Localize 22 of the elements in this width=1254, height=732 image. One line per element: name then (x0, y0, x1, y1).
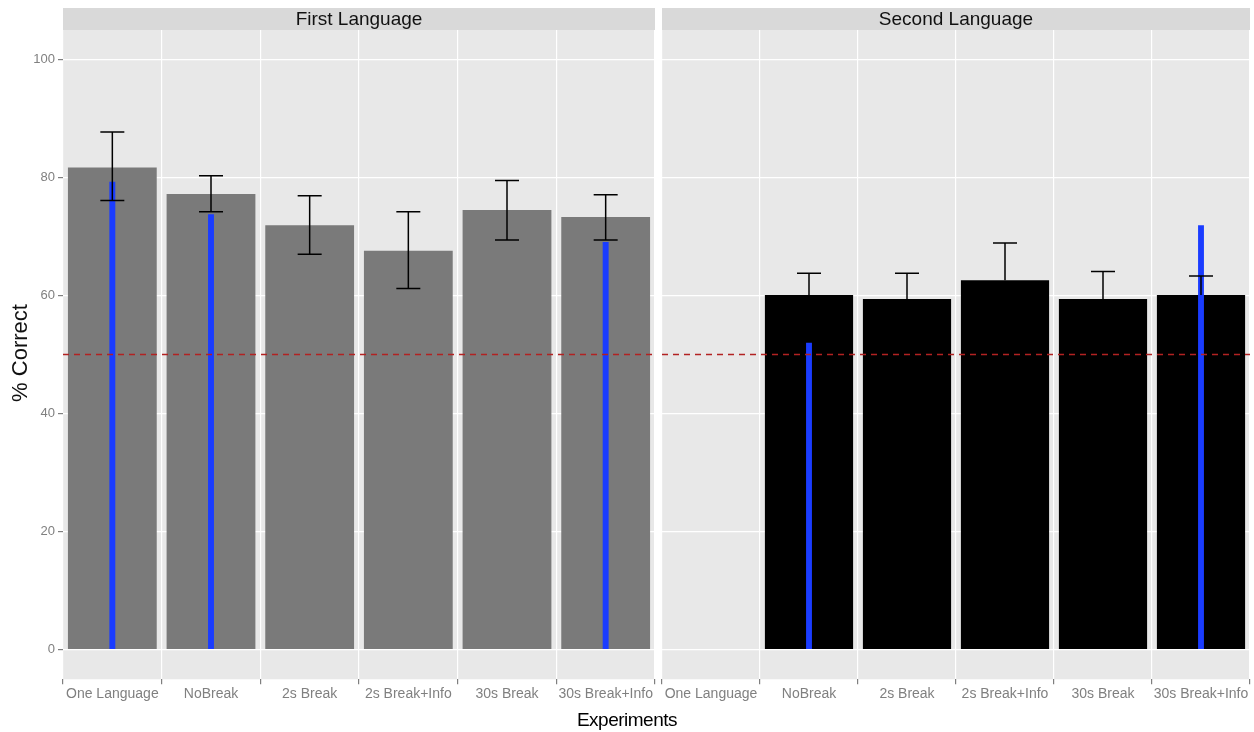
x-tick-label: NoBreak (183, 685, 240, 702)
x-axis-title: Experiments (575, 709, 679, 731)
y-axis-title: % Correct (7, 303, 33, 404)
chart-title: First Language (63, 8, 655, 30)
x-tick-label: One Language (66, 685, 159, 702)
y-tick-label: 100 (33, 51, 55, 67)
x-tick-label: 2s Break+Info (364, 685, 452, 702)
y-tick-label: 60 (40, 287, 55, 303)
y-tick-label: 0 (47, 641, 55, 657)
x-tick-label: 2s Break (879, 685, 936, 702)
x-tick-label: 30s Break+Info (558, 685, 654, 702)
y-tick-label: 80 (40, 169, 55, 185)
chart-title: Second Language (662, 8, 1250, 30)
x-tick-label: 2s Break+Info (961, 685, 1049, 702)
x-tick-label: One Language (664, 685, 758, 702)
y-tick-label: 40 (40, 405, 55, 421)
x-tick-label: 30s Break (475, 685, 540, 702)
x-tick-label: 30s Break (1071, 685, 1136, 702)
x-tick-label: 2s Break (282, 685, 339, 702)
x-tick-label: NoBreak (781, 685, 838, 702)
y-tick-label: 20 (40, 523, 55, 539)
x-tick-label: 30s Break+Info (1153, 685, 1249, 702)
